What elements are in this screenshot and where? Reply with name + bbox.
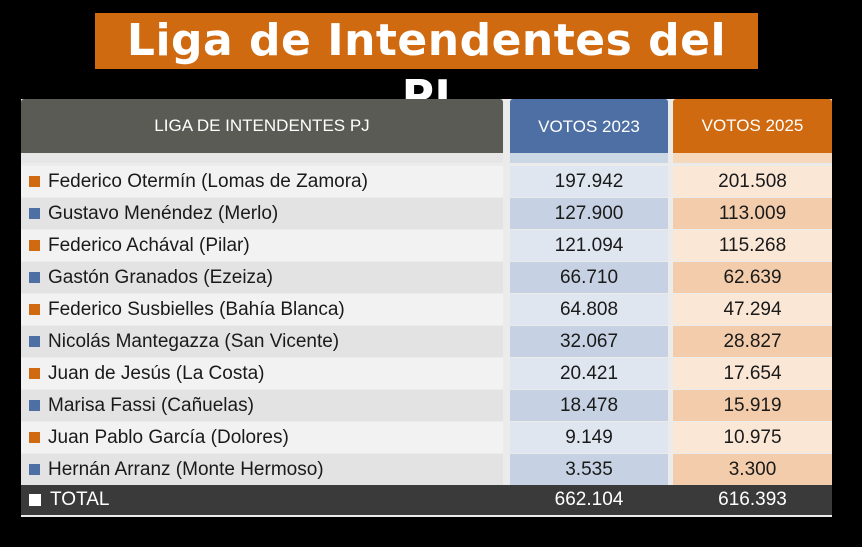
blue-square-icon (29, 208, 40, 219)
mayor-name: Marisa Fassi (Cañuelas) (48, 394, 254, 416)
orange-square-icon (29, 368, 40, 379)
table-row: Gastón Granados (Ezeiza) 66.710 62.639 (21, 262, 832, 294)
mayor-name: Juan de Jesús (La Costa) (48, 362, 265, 384)
mayor-name-cell: Federico Otermín (Lomas de Zamora) (21, 166, 503, 197)
mayor-name-cell: Juan Pablo García (Dolores) (21, 422, 503, 453)
votes-2023-cell: 3.535 (510, 454, 668, 485)
mayor-name: Hernán Arranz (Monte Hermoso) (48, 458, 324, 480)
mayor-name: Federico Susbielles (Bahía Blanca) (48, 298, 345, 320)
votes-2025-cell: 15.919 (673, 390, 832, 421)
header-spacer (21, 153, 503, 163)
blue-square-icon (29, 464, 40, 475)
table-row: Juan de Jesús (La Costa) 20.421 17.654 (21, 358, 832, 390)
votes-table: LIGA DE INTENDENTES PJ VOTOS 2023 VOTOS … (21, 99, 832, 517)
votes-2025-cell: 47.294 (673, 294, 832, 325)
mayor-name: Federico Achával (Pilar) (48, 234, 250, 256)
column-header-votes-2025: VOTOS 2025 (673, 99, 832, 153)
table-row: Federico Susbielles (Bahía Blanca) 64.808… (21, 294, 832, 326)
votes-2023-cell: 64.808 (510, 294, 668, 325)
votes-2023-cell: 121.094 (510, 230, 668, 261)
votes-2025-cell: 62.639 (673, 262, 832, 293)
mayor-name-cell: Hernán Arranz (Monte Hermoso) (21, 454, 503, 485)
table-row: Marisa Fassi (Cañuelas) 18.478 15.919 (21, 390, 832, 422)
votes-2025-cell: 10.975 (673, 422, 832, 453)
header-spacer (673, 153, 832, 163)
votes-2023-cell: 127.900 (510, 198, 668, 229)
votes-2025-cell: 28.827 (673, 326, 832, 357)
mayor-name: Gustavo Menéndez (Merlo) (48, 202, 279, 224)
blue-square-icon (29, 400, 40, 411)
blue-square-icon (29, 336, 40, 347)
votes-2023-cell: 9.149 (510, 422, 668, 453)
total-label: TOTAL (50, 489, 110, 510)
table-row: Federico Otermín (Lomas de Zamora) 197.94… (21, 166, 832, 198)
mayor-name: Juan Pablo García (Dolores) (48, 426, 289, 448)
mayor-name-cell: Marisa Fassi (Cañuelas) (21, 390, 503, 421)
table-row: Gustavo Menéndez (Merlo) 127.900 113.009 (21, 198, 832, 230)
orange-square-icon (29, 176, 40, 187)
blue-square-icon (29, 272, 40, 283)
votes-2025-cell: 3.300 (673, 454, 832, 485)
orange-square-icon (29, 240, 40, 251)
title-banner: Liga de Intendentes del PJ (95, 13, 758, 122)
table-row: Nicolás Mantegazza (San Vicente) 32.067 28… (21, 326, 832, 358)
votes-2025-cell: 201.508 (673, 166, 832, 197)
orange-square-icon (29, 304, 40, 315)
table-row: Federico Achával (Pilar) 121.094 115.268 (21, 230, 832, 262)
total-square-icon (29, 494, 41, 506)
votes-2023-cell: 66.710 (510, 262, 668, 293)
mayor-name-cell: Federico Susbielles (Bahía Blanca) (21, 294, 503, 325)
column-header-votes-2023: VOTOS 2023 (510, 99, 668, 153)
mayor-name-cell: Federico Achával (Pilar) (21, 230, 503, 261)
table-row: Juan Pablo García (Dolores) 9.149 10.975 (21, 422, 832, 454)
total-votes-2025: 616.393 (718, 489, 787, 510)
votes-2025-cell: 17.654 (673, 358, 832, 389)
mayor-name-cell: Gastón Granados (Ezeiza) (21, 262, 503, 293)
total-row: TOTAL 662.104 616.393 (21, 485, 832, 515)
header-spacer (510, 153, 668, 163)
mayor-name: Gastón Granados (Ezeiza) (48, 266, 273, 288)
votes-2023-cell: 20.421 (510, 358, 668, 389)
total-votes-2023: 662.104 (554, 489, 624, 510)
votes-2025-cell: 115.268 (673, 230, 832, 261)
table-row: Hernán Arranz (Monte Hermoso) 3.535 3.300 (21, 454, 832, 486)
table-body: Federico Otermín (Lomas de Zamora) 197.94… (21, 166, 832, 486)
mayor-name-cell: Juan de Jesús (La Costa) (21, 358, 503, 389)
mayor-name-cell: Nicolás Mantegazza (San Vicente) (21, 326, 503, 357)
orange-square-icon (29, 432, 40, 443)
votes-2025-cell: 113.009 (673, 198, 832, 229)
votes-2023-cell: 197.942 (510, 166, 668, 197)
votes-2023-cell: 18.478 (510, 390, 668, 421)
votes-2023-cell: 32.067 (510, 326, 668, 357)
mayor-name: Federico Otermín (Lomas de Zamora) (48, 170, 368, 192)
mayor-name-cell: Gustavo Menéndez (Merlo) (21, 198, 503, 229)
page-title: Liga de Intendentes del PJ (126, 15, 727, 122)
column-header-name: LIGA DE INTENDENTES PJ (21, 99, 503, 153)
mayor-name: Nicolás Mantegazza (San Vicente) (48, 330, 340, 352)
